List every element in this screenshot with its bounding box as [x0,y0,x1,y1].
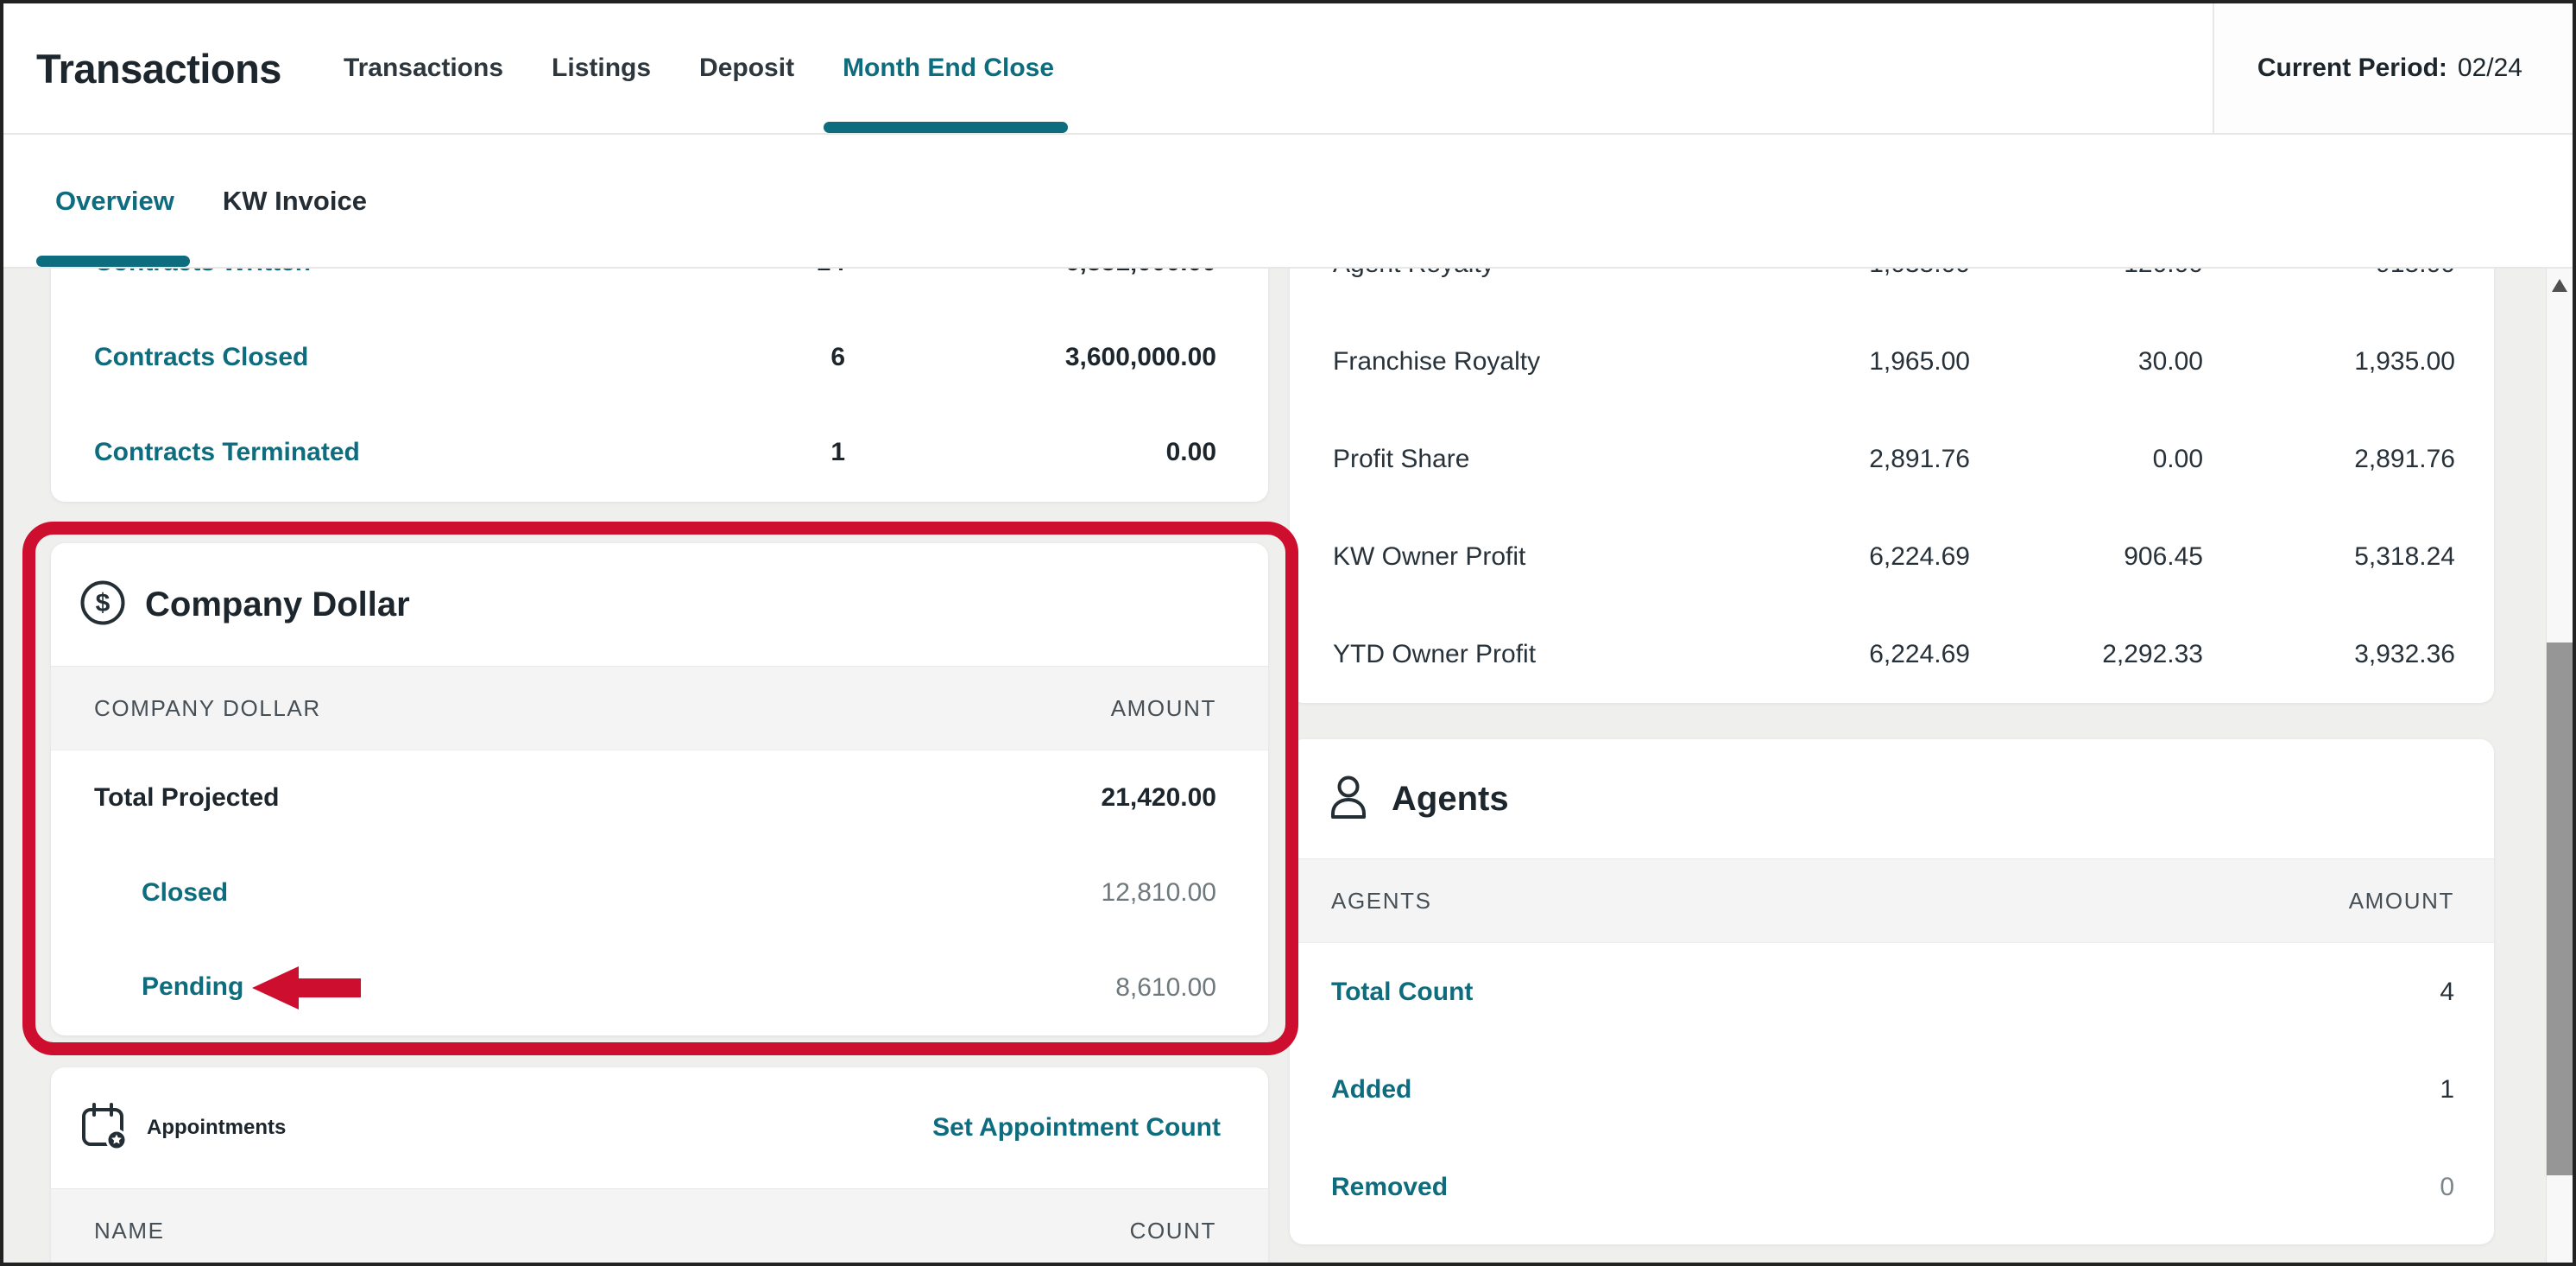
top-tabs: Transactions Listings Deposit Month End … [343,3,1069,133]
table-row: Contracts Written 14 6,551,000.00 [51,269,1268,310]
kw-owner-profit-value-2: 906.45 [2124,541,2203,571]
contracts-written-count: 14 [655,269,845,277]
tab-deposit[interactable]: Deposit [699,54,795,82]
tab-month-end-close[interactable]: Month End Close [824,3,1069,133]
annotation-arrow-icon [250,965,363,1011]
franchise-royalty-label: Franchise Royalty [1333,346,1541,376]
table-row: Added 1 [1290,1041,2494,1138]
scrollbar[interactable] [2546,269,2573,1263]
appointments-card: Appointments Set Appointment Count NAME … [51,1067,1268,1263]
company-dollar-column-header: COMPANY DOLLAR AMOUNT [51,666,1268,750]
kw-owner-profit-value-3: 5,318.24 [2354,541,2455,571]
table-row: Total Count 4 [1290,943,2494,1041]
table-row: Agent Royalty 1,035.00 120.00 915.00 [1290,269,2494,313]
added-value: 1 [2440,1074,2454,1104]
app-header: Transactions Transactions Listings Depos… [3,3,2573,135]
table-row: Franchise Royalty 1,965.00 30.00 1,935.0… [1290,313,2494,410]
ytd-owner-profit-label: YTD Owner Profit [1333,639,1537,668]
page-title: Transactions [36,45,281,92]
removed-value: 0 [2440,1172,2454,1201]
tab-listings[interactable]: Listings [552,54,652,82]
scroll-up-arrow[interactable] [2552,279,2567,292]
contracts-terminated-count: 1 [830,438,845,466]
table-row: Removed 0 [1290,1138,2494,1236]
total-projected-label: Total Projected [94,783,280,812]
contracts-terminated-amount: 0.00 [1165,438,1216,466]
column-count: COUNT [1129,1217,1216,1244]
agent-royalty-label: Agent Royalty [1333,269,1737,279]
franchise-royalty-value-1: 1,965.00 [1869,346,1970,376]
agent-royalty-value-3: 915.00 [2203,269,2455,279]
column-agents: AGENTS [1331,887,1432,914]
profit-share-value-2: 0.00 [2152,444,2203,473]
kw-owner-profit-value-1: 6,224.69 [1869,541,1970,571]
company-dollar-title: Company Dollar [145,585,410,624]
subnav: Overview KW Invoice [3,135,2573,269]
tab-kw-invoice[interactable]: KW Invoice [222,185,367,216]
column-amount: AMOUNT [1110,694,1216,721]
current-period: Current Period: 02/24 [2212,3,2573,133]
kw-owner-profit-label: KW Owner Profit [1333,541,1526,571]
added-link[interactable]: Added [1331,1074,1412,1104]
appointments-title: Appointments [147,1116,287,1139]
current-period-label: Current Period: [2257,54,2447,82]
agents-card: Agents AGENTS AMOUNT Total Count 4 Added… [1290,739,2494,1244]
total-count-value: 4 [2440,977,2454,1006]
company-dollar-header: $ Company Dollar [51,543,1268,666]
pending-amount: 8,610.00 [1115,973,1216,1002]
tab-overview[interactable]: Overview [36,135,190,267]
agent-royalty-value-1: 1,035.00 [1737,269,1970,279]
column-amount: AMOUNT [2348,887,2454,914]
total-count-link[interactable]: Total Count [1331,977,1474,1006]
removed-link[interactable]: Removed [1331,1172,1449,1201]
closed-link[interactable]: Closed [142,878,229,907]
appointments-column-header: NAME COUNT [51,1188,1268,1263]
contracts-written-amount: 6,551,000.00 [845,269,1216,277]
table-row: KW Owner Profit 6,224.69 906.45 5,318.24 [1290,508,2494,605]
svg-text:$: $ [96,589,110,617]
ytd-owner-profit-value-1: 6,224.69 [1869,639,1970,668]
agents-column-header: AGENTS AMOUNT [1290,858,2494,943]
agents-header: Agents [1290,739,2494,858]
appointments-header: Appointments Set Appointment Count [51,1067,1268,1188]
contracts-terminated-link[interactable]: Contracts Terminated [94,438,360,466]
contracts-closed-link[interactable]: Contracts Closed [94,343,309,371]
set-appointment-count-link[interactable]: Set Appointment Count [932,1113,1221,1142]
contracts-card: Contracts Written 14 6,551,000.00 Contra… [51,269,1268,502]
pending-link[interactable]: Pending [142,972,244,1001]
franchise-royalty-value-3: 1,935.00 [2354,346,2455,376]
table-row: Total Projected 21,420.00 [51,750,1268,845]
company-dollar-card: $ Company Dollar COMPANY DOLLAR AMOUNT T… [51,543,1268,1035]
total-projected-amount: 21,420.00 [1101,783,1216,812]
profit-summary-card: Agent Royalty 1,035.00 120.00 915.00 Fra… [1290,269,2494,703]
table-row: Closed 12,810.00 [51,845,1268,940]
closed-amount: 12,810.00 [1101,878,1216,907]
table-row: Profit Share 2,891.76 0.00 2,891.76 [1290,410,2494,508]
table-row: YTD Owner Profit 6,224.69 2,292.33 3,932… [1290,605,2494,703]
contracts-closed-amount: 3,600,000.00 [1064,343,1216,371]
person-icon [1324,773,1373,826]
tab-transactions[interactable]: Transactions [343,54,504,82]
profit-share-label: Profit Share [1333,444,1470,473]
profit-share-value-3: 2,891.76 [2354,444,2455,473]
column-company-dollar: COMPANY DOLLAR [94,694,321,721]
ytd-owner-profit-value-3: 3,932.36 [2354,639,2455,668]
contracts-closed-count: 6 [830,343,845,371]
agents-title: Agents [1392,779,1509,818]
table-row: Contracts Terminated 1 0.00 [51,405,1268,500]
dollar-circle-icon: $ [79,579,126,630]
current-period-value: 02/24 [2457,54,2522,82]
ytd-owner-profit-value-2: 2,292.33 [2102,639,2203,668]
calendar-icon [79,1102,128,1155]
contracts-written-link[interactable]: Contracts Written [94,269,655,277]
table-row: Pending 8,610.00 [51,940,1268,1035]
column-name: NAME [94,1217,165,1244]
scrollbar-thumb[interactable] [2547,642,2573,1175]
table-row: Contracts Closed 6 3,600,000.00 [51,310,1268,405]
franchise-royalty-value-2: 30.00 [2137,346,2203,376]
content-area: Contracts Written 14 6,551,000.00 Contra… [3,269,2573,1263]
profit-share-value-1: 2,891.76 [1869,444,1970,473]
agent-royalty-value-2: 120.00 [1970,269,2203,279]
